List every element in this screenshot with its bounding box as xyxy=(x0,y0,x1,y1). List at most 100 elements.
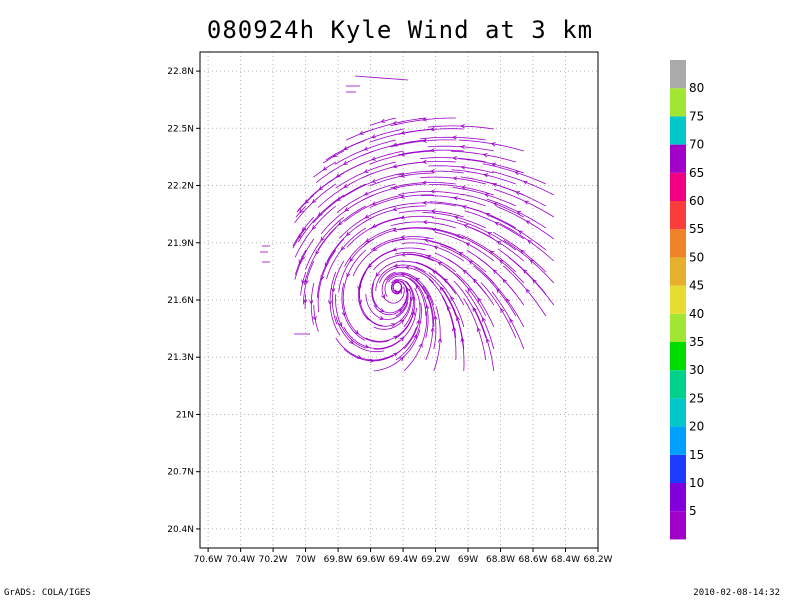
streamline xyxy=(361,161,426,179)
streamline-arrow xyxy=(433,315,438,321)
streamline xyxy=(497,248,547,295)
chart-title: 080924h Kyle Wind at 3 km xyxy=(206,16,594,44)
streamline-arrow xyxy=(452,326,457,332)
streamline-arrow xyxy=(392,206,398,212)
streamline-arrow xyxy=(400,194,405,199)
streamline-arrow xyxy=(320,236,325,242)
streamline-arrow xyxy=(371,134,376,139)
y-tick-label: 20.7N xyxy=(167,468,194,478)
streamline-arrow xyxy=(523,200,529,205)
streamline-arrow xyxy=(399,215,405,220)
streamline xyxy=(292,227,307,249)
streamline-arrow xyxy=(371,201,377,205)
streamline-arrow xyxy=(379,308,385,313)
streamline-arrow xyxy=(399,319,405,324)
streamline-arrow xyxy=(298,233,303,239)
streamline-arrow xyxy=(346,272,351,278)
streamline xyxy=(365,308,415,342)
colorbar-swatch xyxy=(670,201,686,230)
streamline xyxy=(317,205,366,251)
y-tick-label: 22.8N xyxy=(167,67,194,77)
streamline-arrow xyxy=(451,135,457,140)
plot-frame xyxy=(199,51,599,549)
streamline xyxy=(294,238,315,280)
streamline xyxy=(303,227,337,285)
colorbar-label: 30 xyxy=(689,363,704,377)
streamline-arrow xyxy=(371,156,377,161)
streamline-arrow xyxy=(318,186,324,191)
streamline-arrow xyxy=(489,250,495,255)
streamline-arrow xyxy=(404,265,410,270)
streamline-arrow xyxy=(342,160,348,165)
streamline-arrow xyxy=(345,231,351,237)
colorbar-label: 55 xyxy=(689,222,704,236)
streamline-arrow xyxy=(416,319,421,325)
streamline-arrow xyxy=(518,230,523,235)
streamline-arrow xyxy=(472,278,478,284)
streamline-arrow xyxy=(461,185,466,190)
streamline-arrow xyxy=(458,252,464,257)
streamline xyxy=(450,150,516,163)
streamline xyxy=(369,117,396,126)
streamline xyxy=(300,271,307,296)
streamline-arrow xyxy=(372,246,378,252)
streamline-arrow xyxy=(460,337,465,343)
streamline-arrow xyxy=(400,252,406,257)
streamline-arrow xyxy=(343,183,349,188)
x-tick-label: 69.6W xyxy=(356,555,385,565)
colorbar-label: 45 xyxy=(689,279,704,293)
streamline-arrow xyxy=(399,356,404,362)
streamline-arrow xyxy=(343,146,348,151)
x-axis-ticks: 70.6W 70.4W 70.2W 70W 69.8W 69.6W 69.4W 69.2W 69… xyxy=(194,548,613,565)
streamline xyxy=(390,221,456,229)
streamline-arrow xyxy=(332,153,338,158)
y-axis-ticks: 20.4N 20.7N 21N 21.3N 21.6N 21.9N 22.2N 22.5N 22… xyxy=(167,67,200,535)
streamline-arrow xyxy=(349,257,354,263)
y-tick-label: 20.4N xyxy=(167,525,194,535)
streamline-arrow xyxy=(425,304,430,310)
streamline-arrow xyxy=(482,317,486,323)
colorbar-label: 70 xyxy=(689,138,704,152)
streamline-arrow xyxy=(429,127,435,132)
streamline-arrow xyxy=(299,208,304,214)
streamline-arrow xyxy=(472,306,477,312)
streamline-arrow xyxy=(320,275,325,281)
x-tick-label: 70.4W xyxy=(226,555,255,565)
colorbar-label: 40 xyxy=(689,307,704,321)
streamline-arrow xyxy=(487,231,492,236)
streamline-arrow xyxy=(415,277,420,282)
colorbar-label: 25 xyxy=(689,391,704,405)
colorbar-swatch xyxy=(670,454,686,483)
streamline-arrow xyxy=(460,124,465,129)
streamline xyxy=(294,249,307,275)
colorbar-swatch xyxy=(670,398,686,427)
streamline xyxy=(458,139,524,152)
streamline-arrow xyxy=(446,305,451,311)
y-tick-label: 22.2N xyxy=(167,182,194,192)
x-tick-label: 70.6W xyxy=(194,555,223,565)
streamline-arrow xyxy=(309,300,314,305)
streamline xyxy=(304,293,307,309)
streamline xyxy=(483,163,546,185)
streamline xyxy=(398,210,464,218)
colorbar-label: 20 xyxy=(689,420,704,434)
footer-timestamp: 2010-02-08-14:32 xyxy=(693,588,780,598)
streamline-arrow xyxy=(437,337,443,343)
colorbar-swatch xyxy=(670,116,686,145)
streamline xyxy=(354,75,409,81)
streamline-arrow xyxy=(423,238,429,243)
streamline-arrow xyxy=(491,162,497,167)
streamline-arrow xyxy=(532,278,537,284)
streamline xyxy=(429,201,494,218)
streamline-arrow xyxy=(391,323,396,328)
streamline-arrow xyxy=(430,326,435,332)
streamline-arrow xyxy=(311,198,317,204)
streamline-arrow xyxy=(421,159,427,164)
streamline-arrow xyxy=(460,144,465,150)
streamline-arrow xyxy=(484,193,490,198)
streamline-arrow xyxy=(315,250,320,256)
streamline-arrow xyxy=(421,117,427,122)
x-tick-label: 69W xyxy=(458,555,478,565)
streamline-arrow xyxy=(393,263,399,268)
